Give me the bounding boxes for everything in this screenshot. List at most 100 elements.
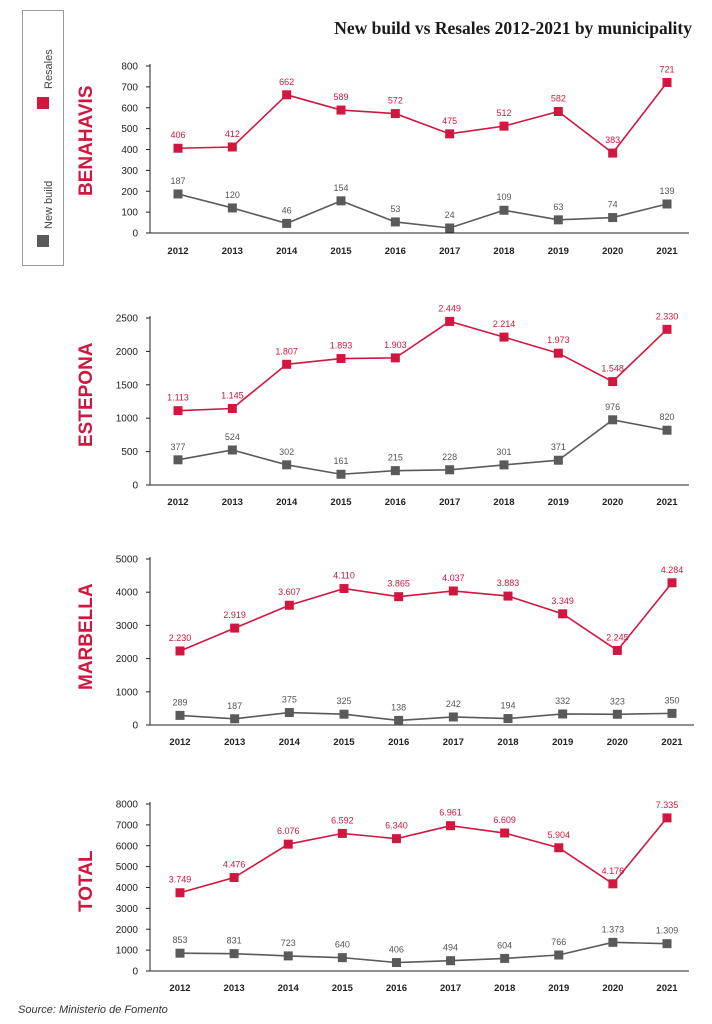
benahavis-new-build-point	[445, 223, 455, 233]
marbella-x-tick-label: 2017	[443, 737, 464, 748]
total-resales-data-label: 5.904	[548, 830, 571, 840]
benahavis-new-build-point	[662, 199, 672, 209]
estepona-new-build-point	[445, 465, 455, 475]
total-y-tick-label: 6000	[116, 841, 139, 852]
marbella-x-tick-label: 2018	[497, 737, 518, 748]
marbella-new-build-point	[448, 712, 458, 722]
benahavis-resales-point	[282, 90, 292, 100]
benahavis-resales-point	[445, 129, 455, 139]
estepona-resales-point	[390, 353, 400, 363]
estepona-new-build-point	[282, 460, 292, 470]
estepona-new-build-data-label: 161	[333, 456, 348, 466]
estepona-resales-data-label: 1.113	[167, 393, 189, 403]
estepona-resales-point	[608, 377, 618, 387]
total-new-build-point	[446, 956, 456, 966]
marbella-new-build-data-label: 350	[664, 695, 679, 705]
estepona-new-build-data-label: 215	[388, 453, 403, 463]
marbella-resales-data-label: 2.230	[169, 633, 192, 643]
estepona-resales-data-label: 2.214	[493, 319, 516, 329]
benahavis-resales-line	[177, 82, 668, 155]
marbella-resales-data-label: 4.037	[442, 573, 465, 583]
benahavis-new-build-data-label: 187	[170, 176, 185, 186]
total-new-build-point	[391, 958, 401, 968]
benahavis-y-tick-label: 0	[132, 229, 138, 240]
estepona-new-build-point	[662, 425, 672, 435]
benahavis-x-tick-label: 2013	[222, 246, 243, 257]
marbella-new-build-point	[230, 714, 240, 724]
marbella-resales-point	[339, 584, 349, 594]
total-new-build-data-label: 604	[497, 940, 512, 950]
estepona-y-tick-label: 500	[121, 447, 138, 458]
benahavis-resales-point	[499, 121, 509, 131]
total-x-tick-label: 2012	[169, 983, 190, 994]
estepona-resales-data-label: 2.330	[656, 311, 679, 321]
benahavis-new-build-data-label: 109	[496, 192, 511, 202]
marbella-resales-point	[558, 609, 568, 619]
marbella-resales-point	[394, 592, 404, 602]
estepona-new-build-data-label: 301	[496, 447, 511, 457]
marbella-resales-data-label: 4.110	[333, 571, 355, 581]
total-new-build-point	[283, 951, 293, 961]
total-resales-line	[179, 817, 668, 894]
total-new-build-data-label: 831	[227, 936, 242, 946]
marbella-new-build-data-label: 375	[282, 695, 297, 705]
marbella-new-build-point	[612, 709, 622, 719]
estepona-x-tick-label: 2017	[439, 497, 460, 508]
benahavis-y-tick-label: 200	[121, 187, 138, 198]
total-resales-data-label: 4.176	[602, 866, 625, 876]
estepona-new-build-data-label: 524	[225, 432, 240, 442]
total-y-tick-label: 2000	[116, 925, 139, 936]
estepona-new-build-point	[499, 460, 509, 470]
benahavis-x-tick-label: 2016	[385, 246, 406, 257]
total-new-build-line	[179, 941, 668, 964]
benahavis-y-tick-label: 300	[121, 166, 138, 177]
benahavis-resales-data-label: 512	[496, 108, 511, 118]
total-new-build-point	[337, 953, 347, 963]
estepona-resales-line	[177, 320, 668, 412]
total-x-tick-label: 2014	[278, 983, 300, 994]
marbella-x-tick-label: 2016	[388, 737, 409, 748]
estepona-x-tick-label: 2021	[656, 497, 678, 508]
total-new-build-point	[500, 953, 510, 963]
chart-title: New build vs Resales 2012-2021 by munici…	[334, 18, 692, 38]
estepona-resales-point	[553, 348, 563, 358]
total-new-build-data-label: 640	[335, 940, 350, 950]
estepona-x-tick-label: 2018	[493, 497, 514, 508]
new-build-legend-swatch	[37, 235, 49, 247]
marbella-new-build-data-label: 242	[446, 699, 461, 709]
benahavis-x-tick-label: 2017	[439, 246, 460, 257]
benahavis-resales-data-label: 406	[170, 130, 185, 140]
total-resales-data-label: 4.476	[223, 860, 246, 870]
estepona-y-tick-label: 1500	[116, 380, 139, 391]
total-resales-data-label: 7.335	[656, 800, 679, 810]
marbella-resales-point	[230, 623, 240, 633]
marbella-new-build-point	[394, 715, 404, 725]
benahavis-new-build-point	[227, 203, 237, 213]
benahavis-new-build-point	[282, 218, 292, 228]
estepona-new-build-point	[336, 469, 346, 479]
benahavis-new-build-point	[499, 205, 509, 215]
marbella-new-build-point	[339, 709, 349, 719]
estepona-resales-point	[445, 316, 455, 326]
benahavis-resales-data-label: 572	[388, 96, 403, 106]
benahavis-new-build-data-label: 24	[445, 210, 455, 220]
total-resales-point	[175, 888, 185, 898]
benahavis-new-build-point	[390, 217, 400, 227]
estepona-new-build-point	[227, 445, 237, 455]
total-x-tick-label: 2018	[494, 983, 515, 994]
estepona-resales-point	[173, 406, 183, 416]
benahavis-new-build-data-label: 120	[225, 190, 240, 200]
total-y-tick-label: 5000	[116, 862, 139, 873]
benahavis-y-tick-label: 100	[121, 208, 138, 219]
estepona-resales-data-label: 1.145	[221, 391, 244, 401]
marbella-new-build-data-label: 325	[336, 696, 351, 706]
marbella-resales-data-label: 4.284	[661, 565, 684, 575]
benahavis-new-build-point	[553, 215, 563, 225]
benahavis-resales-point	[390, 109, 400, 119]
legend: Resales New build	[22, 10, 64, 266]
benahavis-x-tick-label: 2020	[602, 246, 623, 257]
benahavis-resales-point	[662, 77, 672, 87]
total-resales-point	[391, 834, 401, 844]
estepona-resales-data-label: 2.449	[438, 303, 461, 313]
total-new-build-data-label: 723	[281, 938, 296, 948]
